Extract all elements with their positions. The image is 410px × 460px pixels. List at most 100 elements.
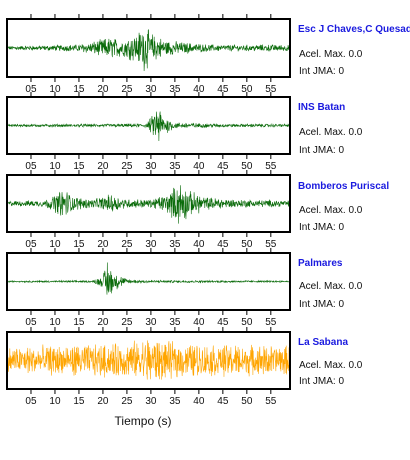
int-jma-3: Int JMA: 0: [299, 222, 344, 233]
waveform-3: [6, 185, 291, 224]
panel-frame-1: [6, 18, 291, 78]
panel-frame-2: [6, 96, 291, 155]
x-tick-label: 30: [145, 317, 157, 328]
jma-value: 0: [338, 222, 345, 233]
x-tick-label: 55: [265, 84, 277, 95]
jma-value: 0: [338, 376, 345, 387]
x-tick-label: 30: [145, 161, 157, 172]
panel-frame-5: [6, 331, 291, 390]
acel-max-5: Acel. Max. 0.0: [299, 360, 362, 371]
x-tick-label: 45: [217, 317, 229, 328]
acel-max-4: Acel. Max. 0.0: [299, 281, 362, 292]
x-tick-label: 05: [25, 239, 37, 250]
x-tick-label: 20: [97, 239, 109, 250]
x-tick-label: 55: [265, 396, 277, 407]
x-tick-label: 50: [241, 396, 253, 407]
int-jma-1: Int JMA: 0: [299, 66, 344, 77]
station-name-2: INS Batan: [298, 102, 346, 113]
x-tick-label: 15: [73, 239, 85, 250]
x-tick-label: 05: [25, 161, 37, 172]
acel-value: 0.0: [348, 281, 363, 292]
x-tick-label: 35: [169, 396, 181, 407]
int-jma-5: Int JMA: 0: [299, 376, 344, 387]
x-tick-label: 40: [193, 161, 205, 172]
acel-value: 0.0: [348, 360, 363, 371]
acel-max-2: Acel. Max. 0.0: [299, 127, 362, 138]
station-name-1: Esc J Chaves,C Quesada: [298, 24, 410, 35]
jma-label: Int JMA:: [299, 145, 336, 156]
x-tick-label: 45: [217, 161, 229, 172]
x-tick-label: 10: [49, 161, 61, 172]
x-tick-label: 15: [73, 161, 85, 172]
jma-value: 0: [338, 145, 345, 156]
x-tick-label: 25: [121, 239, 133, 250]
station-name-5: La Sabana: [298, 337, 349, 348]
station-name-4: Palmares: [298, 258, 343, 269]
x-tick-label: 55: [265, 317, 277, 328]
x-tick-label: 05: [25, 317, 37, 328]
x-tick-label: 50: [241, 161, 253, 172]
x-tick-label: 45: [217, 84, 229, 95]
panel-frame-4: [6, 252, 291, 311]
int-jma-4: Int JMA: 0: [299, 299, 344, 310]
acel-max-1: Acel. Max. 0.0: [299, 49, 362, 60]
x-tick-label: 50: [241, 84, 253, 95]
waveform-2: [6, 111, 291, 141]
x-tick-label: 35: [169, 239, 181, 250]
x-tick-label: 15: [73, 317, 85, 328]
x-tick-label: 05: [25, 84, 37, 95]
x-tick-label: 50: [241, 239, 253, 250]
x-tick-label: 25: [121, 161, 133, 172]
jma-value: 0: [338, 299, 345, 310]
station-name-3: Bomberos Puriscal: [298, 181, 390, 192]
jma-label: Int JMA:: [299, 376, 336, 387]
acel-label: Acel. Max.: [299, 281, 346, 292]
x-tick-label: 25: [121, 84, 133, 95]
x-tick-label: 20: [97, 161, 109, 172]
x-tick-label: 55: [265, 239, 277, 250]
x-tick-label: 30: [145, 396, 157, 407]
acel-value: 0.0: [348, 205, 363, 216]
x-tick-label: 10: [49, 317, 61, 328]
x-tick-label: 30: [145, 239, 157, 250]
x-tick-label: 25: [121, 317, 133, 328]
acel-max-3: Acel. Max. 0.0: [299, 205, 362, 216]
x-tick-label: 10: [49, 396, 61, 407]
panel-frame-3: [6, 174, 291, 233]
x-tick-label: 35: [169, 161, 181, 172]
int-jma-2: Int JMA: 0: [299, 145, 344, 156]
x-tick-label: 40: [193, 84, 205, 95]
acel-value: 0.0: [348, 49, 363, 60]
x-tick-label: 50: [241, 317, 253, 328]
jma-label: Int JMA:: [299, 299, 336, 310]
acel-label: Acel. Max.: [299, 205, 346, 216]
x-tick-label: 25: [121, 396, 133, 407]
x-tick-label: 45: [217, 396, 229, 407]
x-tick-label: 05: [25, 396, 37, 407]
jma-label: Int JMA:: [299, 66, 336, 77]
acel-label: Acel. Max.: [299, 49, 346, 60]
jma-value: 0: [338, 66, 345, 77]
x-tick-label: 15: [73, 396, 85, 407]
acel-label: Acel. Max.: [299, 127, 346, 138]
waveform-5: [6, 340, 291, 380]
x-tick-label: 55: [265, 161, 277, 172]
waveform-4: [6, 262, 290, 295]
x-tick-label: 10: [49, 84, 61, 95]
x-tick-label: 15: [73, 84, 85, 95]
x-tick-label: 40: [193, 396, 205, 407]
x-tick-label: 30: [145, 84, 157, 95]
acel-value: 0.0: [348, 127, 363, 138]
jma-label: Int JMA:: [299, 222, 336, 233]
x-tick-label: 20: [97, 396, 109, 407]
x-tick-label: 35: [169, 84, 181, 95]
x-tick-label: 40: [193, 317, 205, 328]
x-tick-label: 40: [193, 239, 205, 250]
x-tick-label: 20: [97, 317, 109, 328]
x-tick-label: 35: [169, 317, 181, 328]
x-tick-label: 45: [217, 239, 229, 250]
acel-label: Acel. Max.: [299, 360, 346, 371]
waveform-1: [6, 29, 291, 72]
x-tick-label: 20: [97, 84, 109, 95]
